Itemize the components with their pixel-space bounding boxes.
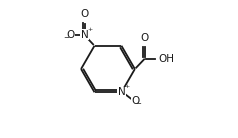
Text: O: O <box>80 10 89 19</box>
Text: OH: OH <box>158 54 174 64</box>
Text: −: − <box>64 35 69 41</box>
Text: N: N <box>118 87 125 97</box>
Text: −: − <box>135 101 141 107</box>
Text: N: N <box>81 30 89 40</box>
Text: +: + <box>124 84 130 89</box>
Text: O: O <box>66 30 74 40</box>
Text: O: O <box>141 33 149 43</box>
Text: O: O <box>131 96 139 106</box>
Text: +: + <box>87 27 93 32</box>
